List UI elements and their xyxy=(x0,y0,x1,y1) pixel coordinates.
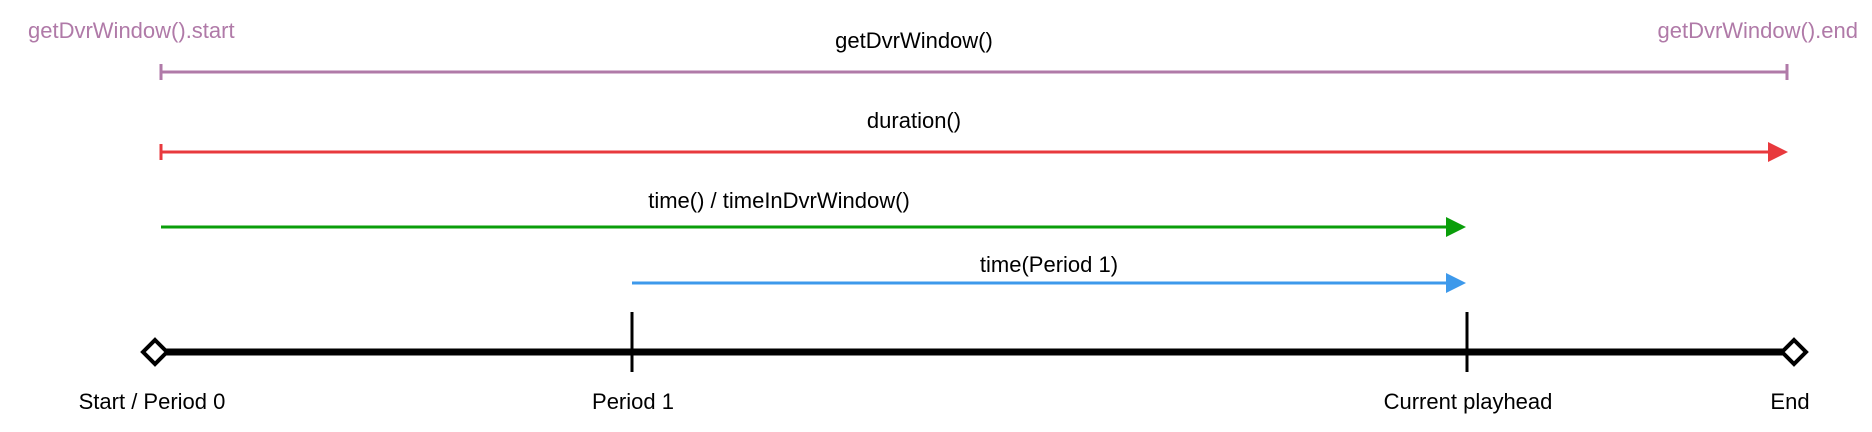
dvr-window-start-label: getDvrWindow().start xyxy=(28,18,235,43)
period1-label: Period 1 xyxy=(592,389,674,414)
duration-arrow xyxy=(159,142,1788,162)
duration-label: duration() xyxy=(867,108,961,133)
dvr-window-label: getDvrWindow() xyxy=(835,28,993,53)
time-period-arrow xyxy=(632,273,1466,293)
current-playhead-label: Current playhead xyxy=(1384,389,1553,414)
dvr-window-end-label: getDvrWindow().end xyxy=(1657,18,1858,43)
start-period0-label: Start / Period 0 xyxy=(79,389,226,414)
time-period-label: time(Period 1) xyxy=(980,252,1118,277)
dvr-window-line xyxy=(159,64,1789,80)
end-diamond-marker xyxy=(1779,337,1809,367)
time-arrow xyxy=(161,217,1466,237)
start-diamond-marker xyxy=(140,337,170,367)
time-label: time() / timeInDvrWindow() xyxy=(648,188,910,213)
end-label: End xyxy=(1770,389,1809,414)
main-timeline xyxy=(140,312,1809,372)
